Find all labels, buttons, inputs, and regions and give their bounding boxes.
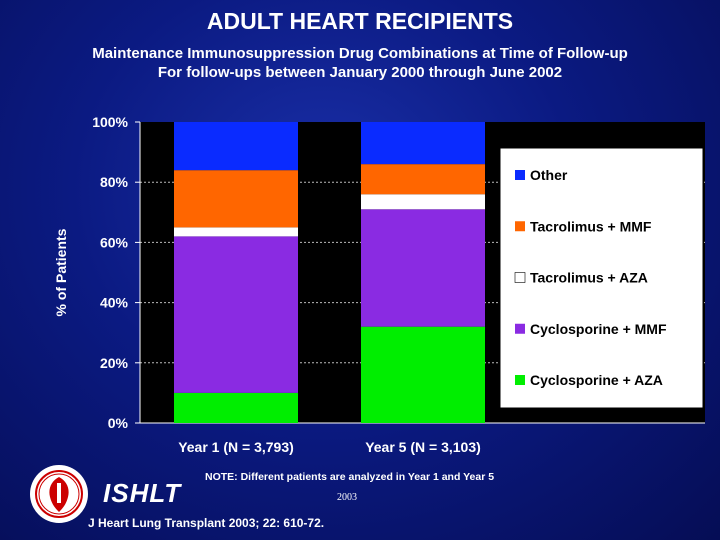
- bar-segment: [174, 170, 298, 228]
- legend-swatch: [515, 323, 525, 334]
- y-tick-label: 100%: [92, 114, 128, 130]
- chart-title: ADULT HEART RECIPIENTS: [206, 8, 514, 34]
- x-tick-label: Year 1 (N = 3,793): [178, 439, 294, 455]
- y-tick-label: 20%: [100, 355, 129, 371]
- chart-note: NOTE: Different patients are analyzed in…: [205, 471, 495, 483]
- ishlt-brand: ISHLT: [103, 478, 182, 508]
- legend-swatch: [515, 375, 525, 385]
- legend-box: [499, 147, 704, 409]
- bar-segment: [361, 122, 485, 165]
- bar-segment: [361, 209, 485, 327]
- legend-swatch: [514, 272, 526, 283]
- legend-swatch: [515, 170, 525, 180]
- citation: J Heart Lung Transplant 2003; 22: 610-72…: [88, 516, 325, 530]
- y-tick-label: 80%: [100, 174, 129, 190]
- bar-segment: [361, 326, 485, 423]
- legend-label: Tacrolimus + AZA: [530, 270, 648, 286]
- y-tick-label: 60%: [100, 234, 129, 250]
- bar-segment: [174, 227, 298, 237]
- legend-label: Tacrolimus + MMF: [530, 218, 652, 234]
- y-tick-label: 40%: [100, 295, 129, 311]
- legend-label: Other: [530, 167, 568, 183]
- legend-swatch: [515, 221, 525, 232]
- legend-label: Cyclosporine + AZA: [530, 372, 663, 388]
- bar-segment: [361, 164, 485, 195]
- legend-label: Cyclosporine + MMF: [530, 321, 667, 337]
- y-tick-label: 0%: [108, 415, 129, 431]
- ishlt-logo-icon: [30, 465, 88, 523]
- y-axis-label: % of Patients: [53, 228, 69, 316]
- bar-segment: [174, 236, 298, 393]
- bar-segment: [174, 392, 298, 423]
- bar-segment: [361, 194, 485, 210]
- x-tick-label: Year 5 (N = 3,103): [365, 439, 481, 455]
- chart-subtitle-line2: For follow-ups between January 2000 thro…: [157, 64, 563, 81]
- note-year: 2003: [337, 492, 357, 503]
- chart-subtitle-line1: Maintenance Immunosuppression Drug Combi…: [92, 45, 628, 62]
- bar-segment: [174, 122, 298, 171]
